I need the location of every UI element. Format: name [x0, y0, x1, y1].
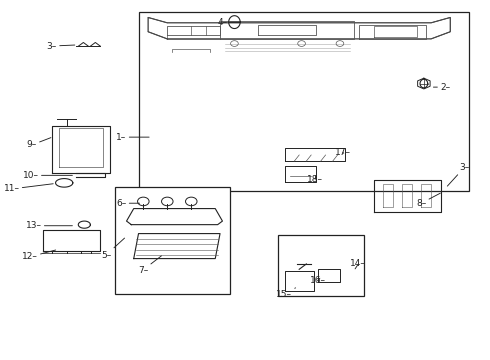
Text: 9–: 9– — [26, 138, 51, 149]
FancyBboxPatch shape — [139, 12, 469, 191]
Text: 5–: 5– — [101, 238, 124, 260]
Text: 10–: 10– — [23, 171, 73, 180]
Text: 16–: 16– — [310, 276, 325, 285]
FancyBboxPatch shape — [115, 187, 230, 294]
Text: 13–: 13– — [25, 221, 73, 230]
Text: 17–: 17– — [335, 148, 351, 157]
Text: 18–: 18– — [307, 175, 323, 184]
Text: 15–: 15– — [276, 288, 295, 299]
Text: 2–: 2– — [434, 83, 450, 92]
Text: 11–: 11– — [3, 184, 53, 193]
Text: 14–: 14– — [350, 260, 367, 269]
Text: 12–: 12– — [22, 250, 56, 261]
FancyBboxPatch shape — [278, 235, 364, 296]
Text: 3–: 3– — [47, 41, 75, 50]
Text: 7–: 7– — [138, 256, 161, 275]
Text: 8–: 8– — [416, 193, 441, 208]
Text: 1–: 1– — [116, 132, 149, 141]
Text: 6–: 6– — [116, 199, 140, 208]
Text: 3–: 3– — [447, 163, 469, 186]
Text: 4–: 4– — [217, 18, 239, 27]
